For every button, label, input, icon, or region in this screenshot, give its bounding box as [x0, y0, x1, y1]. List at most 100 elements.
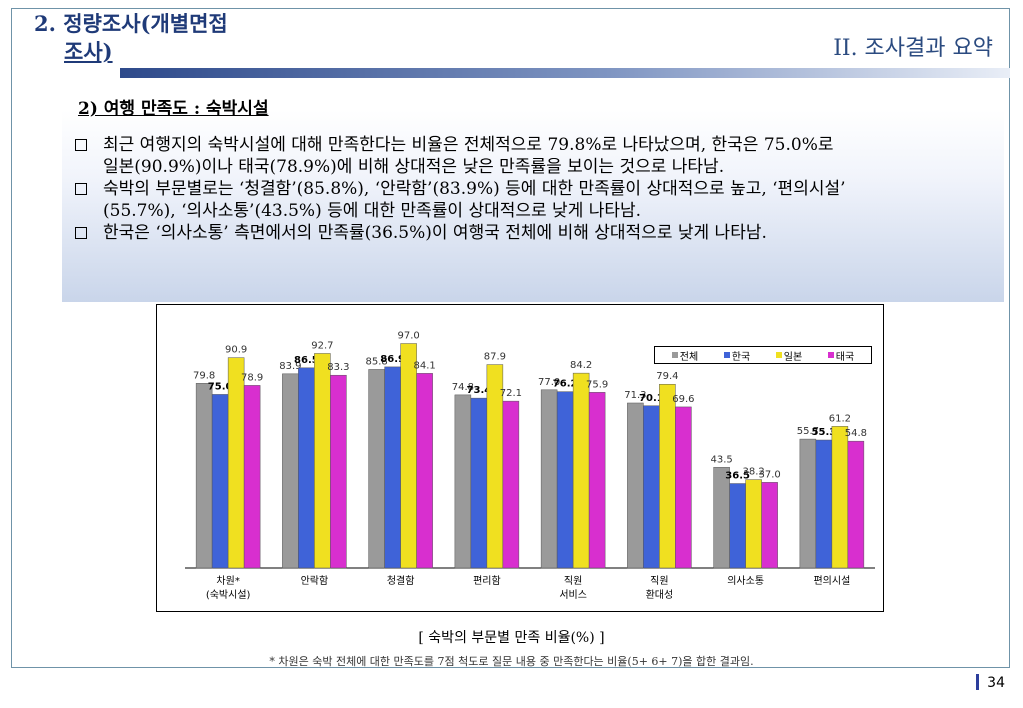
- x-tick-label: 편리함: [473, 575, 501, 587]
- bar: [831, 426, 849, 569]
- bar: [659, 383, 676, 569]
- data-label: 43.5: [710, 454, 732, 465]
- bar: [556, 391, 574, 569]
- data-label: 77.0: [538, 377, 560, 388]
- subheading: 2) 여행 만족도 : 숙박시설: [78, 99, 269, 119]
- x-tick-label: 청결함: [387, 575, 415, 587]
- data-label: 36.5: [725, 471, 750, 482]
- legend-label: 전체: [679, 351, 699, 363]
- bar: [227, 357, 245, 569]
- x-tick-label: 차원*: [216, 575, 239, 587]
- bar: [416, 373, 433, 569]
- data-label: 79.4: [656, 371, 678, 382]
- data-label: 61.2: [829, 413, 851, 424]
- bar: [368, 369, 385, 569]
- bar: [454, 394, 472, 569]
- page-number: 34: [976, 674, 1005, 691]
- bar: [243, 385, 261, 569]
- bar: [761, 482, 778, 569]
- data-label: 75.9: [586, 379, 608, 390]
- slide-title: 2. 정량조사(개별면접 조사): [34, 10, 294, 66]
- x-tick-label: 의사소통: [727, 575, 764, 587]
- legend-item: 일본: [775, 348, 803, 363]
- data-label: 87.9: [484, 352, 506, 363]
- legend-swatch: [723, 352, 730, 358]
- x-tick-label: 환대성: [646, 589, 674, 601]
- data-label: 85.8: [365, 356, 387, 367]
- legend-item: 태국: [827, 348, 855, 363]
- data-label: 84.1: [413, 360, 435, 371]
- x-tick-label: 직원: [564, 575, 582, 587]
- data-label: 55.3: [812, 427, 837, 438]
- bar: [298, 367, 315, 569]
- legend-swatch: [775, 352, 782, 358]
- bar-chart: 79.8 75.0 90.9 78.9 차원* (숙박시설) 83.9 86.5 92.7 83.…: [156, 304, 884, 612]
- bar: [799, 438, 817, 569]
- bar: [540, 389, 558, 569]
- bullet-item: 최근 여행지의 숙박시설에 대해 만족한다는 비율은 전체적으로 79.8%로 …: [75, 134, 985, 178]
- bar: [627, 402, 644, 569]
- legend-label: 일본: [783, 351, 803, 363]
- bullet-item: 한국은 ‘의사소통’ 측면에서의 만족률(36.5%)이 여행국 전체에 비해 …: [75, 222, 985, 244]
- bar: [729, 483, 746, 569]
- bar: [675, 406, 692, 569]
- data-label: 86.5: [294, 355, 319, 366]
- data-label: 90.9: [225, 345, 247, 356]
- checkbox-bullet-icon: [75, 139, 87, 151]
- bar: [572, 372, 590, 569]
- slide-frame: [11, 8, 1010, 668]
- data-label: 55.7: [797, 426, 819, 437]
- slide-title-line1: 2. 정량조사(개별면접: [34, 11, 228, 36]
- bar: [643, 405, 660, 569]
- bar: [211, 394, 229, 569]
- data-label: 71.3: [624, 390, 646, 401]
- chart-legend: 전체 한국 일본 태국: [654, 346, 872, 364]
- section-title: II. 조사결과 요약: [833, 36, 993, 61]
- checkbox-bullet-icon: [75, 227, 87, 239]
- page-number-text: 34: [987, 675, 1005, 691]
- bar: [815, 439, 833, 569]
- bullet-line: (55.7%), ‘의사소통’(43.5%) 등에 대한 만족률이 상대적으로 …: [103, 201, 642, 221]
- bar: [470, 397, 488, 569]
- data-label: 79.8: [193, 370, 215, 381]
- legend-item: 한국: [723, 348, 751, 363]
- data-label: 37.0: [758, 469, 780, 480]
- data-label: 75.0: [208, 381, 233, 392]
- bullet-item: 숙박의 부문별로는 ‘청결함’(85.8%), ‘안락함’(83.9%) 등에 …: [75, 178, 985, 222]
- chart-caption: [ 숙박의 부문별 만족 비율(%) ]: [418, 630, 605, 646]
- summary-background: [62, 110, 1004, 302]
- x-tick-label: (숙박시설): [206, 589, 251, 601]
- summary-bullets: 최근 여행지의 숙박시설에 대해 만족한다는 비율은 전체적으로 79.8%로 …: [75, 134, 985, 244]
- header-gradient-bar: [120, 68, 1010, 78]
- data-label: 76.2: [553, 379, 578, 390]
- x-tick-label: 직원: [650, 575, 668, 587]
- checkbox-bullet-icon: [75, 183, 87, 195]
- data-label: 38.2: [742, 467, 764, 478]
- bar: [745, 479, 762, 569]
- data-label: 83.3: [327, 362, 349, 373]
- data-label: 78.9: [241, 372, 263, 383]
- bullet-line: 한국은 ‘의사소통’ 측면에서의 만족률(36.5%)이 여행국 전체에 비해 …: [103, 223, 767, 243]
- bar: [330, 374, 347, 569]
- bar: [282, 373, 299, 569]
- bar: [314, 353, 331, 569]
- data-label: 92.7: [311, 340, 333, 351]
- page-marker-icon: [976, 674, 980, 690]
- x-tick-label: 안락함: [301, 575, 329, 587]
- chart-canvas: 79.875.0 90.9 78.9 차원* (숙박시설) 83.986.5 92.7 83.…: [185, 331, 875, 601]
- bar: [400, 343, 417, 569]
- bullet-line: 최근 여행지의 숙박시설에 대해 만족한다는 비율은 전체적으로 79.8%로 …: [103, 135, 834, 155]
- bar: [588, 392, 606, 569]
- data-label: 84.2: [570, 360, 592, 371]
- bar: [847, 440, 865, 569]
- data-label: 69.6: [672, 394, 694, 405]
- data-label: 74.8: [452, 382, 474, 393]
- data-label: 70.1: [639, 393, 664, 404]
- data-label: 54.8: [845, 428, 867, 439]
- legend-label: 한국: [731, 351, 751, 363]
- chart-footnote: * 차원은 숙박 전체에 대한 만족도를 7점 척도로 질문 내용 중 만족한다…: [269, 655, 754, 668]
- data-label: 72.1: [500, 388, 522, 399]
- legend-label: 태국: [835, 351, 855, 363]
- legend-swatch: [827, 352, 834, 358]
- bar: [502, 400, 520, 569]
